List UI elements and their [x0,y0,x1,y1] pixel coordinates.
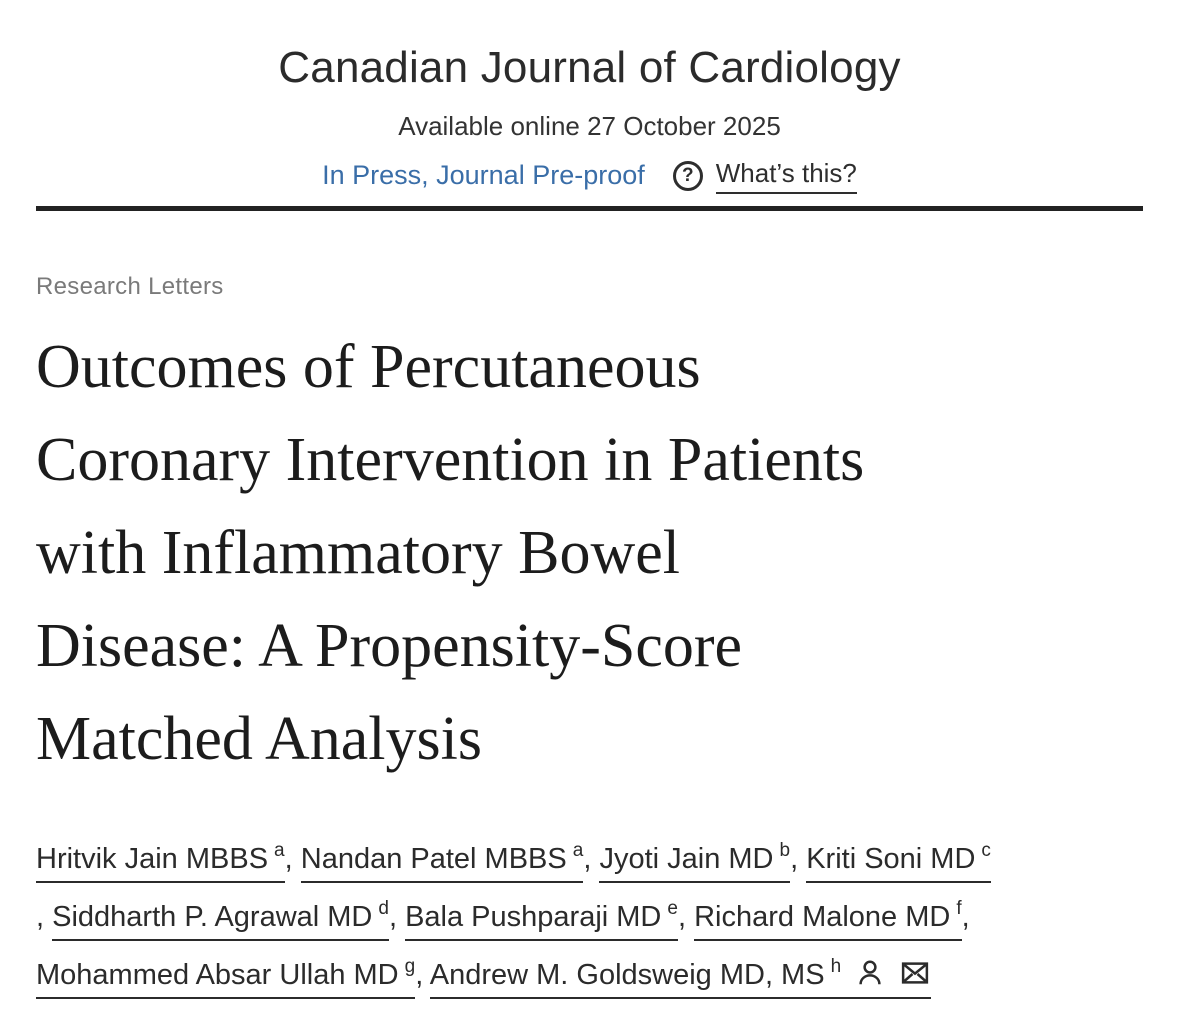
author-name: Bala Pushparaji MD [405,900,662,933]
author-name: Nandan Patel MBBS [300,842,567,875]
author-line: Hritvik Jain MBBS a, Nandan Patel MBBS a, … [36,832,1143,890]
author-name: Jyoti Jain MD [599,842,774,875]
author-affiliation-superscript: c [981,839,991,861]
author-link[interactable]: Andrew M. Goldsweig MD, MS h [429,955,932,999]
whats-this-link[interactable]: What’s this? [715,158,857,194]
title-line: Disease: A Propensity-Score [36,611,743,680]
author-affiliation-superscript: b [779,839,791,861]
author-byline: Hritvik Jain MBBS a, Nandan Patel MBBS a, … [36,832,1143,1006]
title-line: Coronary Intervention in Patients [36,425,865,494]
author-separator: , [677,900,695,933]
author-name: Hritvik Jain MBBS [36,842,269,875]
author-separator: , [388,900,406,933]
person-icon[interactable] [855,958,885,988]
author-separator: , [961,900,970,933]
author-link[interactable]: Kriti Soni MD c [806,839,991,883]
author-link[interactable]: Nandan Patel MBBS a [300,839,584,883]
author-separator: , [36,900,53,933]
author-affiliation-superscript: d [378,897,389,919]
author-link[interactable]: Bala Pushparaji MD e [405,897,678,941]
author-line: Mohammed Absar Ullah MD g, Andrew M. Gold… [36,948,1143,1006]
author-link[interactable]: Hritvik Jain MBBS a [36,839,285,883]
title-line: Outcomes of Percutaneous [36,332,701,401]
available-online-date: Available online 27 October 2025 [398,110,781,141]
title-line: with Inflammatory Bowel [36,518,680,587]
publication-status-row: In Press, Journal Pre-proof ? What’s thi… [36,158,1143,194]
journal-header: Canadian Journal of Cardiology Available… [36,30,1143,194]
author-link[interactable]: Mohammed Absar Ullah MD g [36,955,416,999]
author-affiliation-superscript: g [404,955,416,977]
question-glyph: ? [681,164,694,186]
author-affiliation-superscript: h [830,955,842,977]
author-affiliation-superscript: e [667,897,678,919]
section-label: Research Letters [36,272,224,300]
journal-title-link[interactable]: Canadian Journal of Cardiology [278,43,901,92]
in-press-link[interactable]: In Press, Journal Pre-proof [322,160,645,191]
author-affiliation-superscript: a [572,839,584,861]
author-separator: , [415,958,430,991]
article-main: Research Letters Outcomes of Percutaneou… [36,273,1143,1006]
title-line: Matched Analysis [36,704,482,773]
author-affiliation-superscript: a [274,839,285,861]
author-affiliation-superscript: f [956,897,962,919]
author-link[interactable]: Siddharth P. Agrawal MD d [52,897,389,941]
author-name: Mohammed Absar Ullah MD [36,958,399,991]
question-circle-icon[interactable]: ? [672,160,703,191]
author-name: Kriti Soni MD [806,842,976,875]
header-divider [36,205,1143,211]
envelope-icon[interactable] [899,958,931,988]
author-separator: , [583,842,600,875]
author-separator: , [790,842,807,875]
author-name: Richard Malone MD [694,900,951,933]
article-title: Outcomes of Percutaneous Coronary Interv… [36,321,1143,786]
author-line: , Siddharth P. Agrawal MD d, Bala Pushpar… [36,890,1143,948]
author-link[interactable]: Richard Malone MD f [694,897,962,941]
author-name: Siddharth P. Agrawal MD [52,900,373,933]
author-separator: , [284,842,301,875]
author-link[interactable]: Jyoti Jain MD b [599,839,791,883]
author-name: Andrew M. Goldsweig MD, MS [429,958,825,991]
